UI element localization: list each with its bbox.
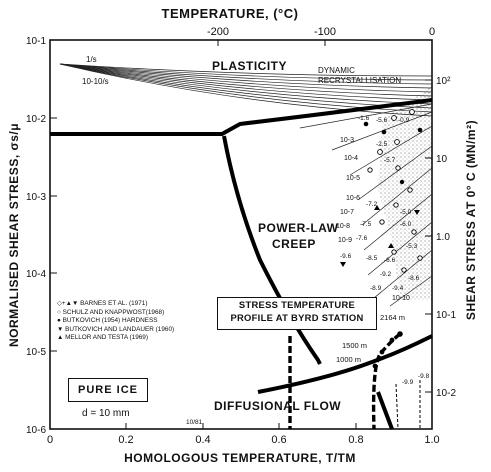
data-value: -7.2: [366, 201, 378, 208]
left-ticks: [50, 39, 57, 430]
boundary-bottom: [376, 391, 394, 430]
contour-label: 10-7: [340, 209, 354, 216]
legend-item: ◇+▲▼ BARNES ET AL. (1971): [57, 300, 148, 307]
left-tick-label: 10-3: [26, 192, 46, 203]
byrd-profile-title-2: PROFILE AT BYRD STATION: [230, 312, 364, 323]
plot-frame: [49, 39, 433, 430]
filled-markers: [340, 121, 423, 267]
data-value: -5.0: [400, 209, 412, 216]
right-tick-label: 10-1: [436, 310, 456, 321]
contour-label: 10-4: [344, 155, 358, 162]
data-value: -8.6: [408, 275, 420, 282]
right-tick-label: 10²: [436, 76, 451, 87]
contour-label: 10-3: [340, 137, 354, 144]
data-markers: [367, 109, 423, 273]
top-tick-label: 0: [429, 26, 435, 38]
region-power-law: POWER-LAW: [258, 221, 339, 235]
strain-rate-label: 1/s: [86, 55, 97, 64]
contour-label: 10-6: [346, 195, 360, 202]
legend-item: ▼ BUTKOVICH AND LANDAUER (1960): [57, 325, 175, 333]
legend-item: ● BUTKOVICH (1954) HARDNESS: [57, 317, 158, 325]
data-value: -8.5: [366, 255, 378, 262]
region-creep: CREEP: [272, 237, 316, 251]
data-value: -7.6: [356, 235, 368, 242]
left-tick-label: 10-4: [26, 269, 46, 280]
byrd-profile: [288, 332, 402, 430]
footnote: 10/81: [186, 419, 203, 426]
left-tick-label: 10-2: [26, 114, 46, 125]
contour-label: 10-8: [336, 223, 350, 230]
region-recrystallisation: RECRYSTALLISATION: [318, 76, 401, 85]
right-tick-label: 10: [436, 154, 448, 165]
byrd-markers: [372, 331, 403, 369]
byrd-profile-title-1: STRESS TEMPERATURE: [238, 299, 356, 310]
bottom-ticks: [125, 423, 357, 429]
bottom-tick-label: 0.2: [118, 434, 133, 446]
right-axis-title: SHEAR STRESS AT 0° C (MN/m²): [464, 120, 478, 320]
region-recrystallisation: DYNAMIC: [318, 66, 355, 75]
top-tick-label: -200: [207, 26, 229, 38]
left-tick-label: 10-1: [26, 36, 46, 47]
data-value: -8.9: [370, 285, 382, 292]
data-value: -5.3: [406, 243, 418, 250]
contour-label: 10-9: [338, 237, 352, 244]
data-value: -9.2: [380, 271, 392, 278]
top-axis-title: TEMPERATURE, (°C): [162, 6, 299, 21]
depth-label: 1500 m: [342, 341, 367, 350]
region-diffusional-flow: DIFFUSIONAL FLOW: [214, 399, 341, 413]
right-tick-label: 10-2: [436, 388, 456, 399]
data-value: -7.5: [360, 221, 372, 228]
byrd-profile-label: STRESS TEMPERATURE PROFILE AT BYRD STATI…: [217, 297, 377, 330]
depth-label: 2164 m: [380, 313, 405, 322]
top-ticks: [217, 40, 326, 46]
data-value: -9.6: [340, 253, 352, 260]
data-value: -0.9: [398, 117, 410, 124]
data-value: -5.7: [384, 157, 396, 164]
bottom-tick-label: 0.4: [195, 434, 210, 446]
legend-item: ○ SCHULZ AND KNAPPWOST(1968): [57, 308, 165, 316]
boundary-powerlaw-diffusional: [222, 135, 322, 365]
left-tick-label: 10-5: [26, 347, 46, 358]
contour-label: 10-10: [392, 295, 410, 302]
boundary-plasticity: [50, 98, 433, 136]
stippled-region: [378, 86, 432, 300]
data-value: -9.8: [418, 373, 430, 380]
right-tick-label: 1.0: [436, 232, 450, 243]
strain-rate-label: 10-10/s: [82, 77, 109, 86]
legend-item: ▲ MELLOR AND TESTA (1969): [57, 334, 148, 342]
bottom-tick-label: 0.8: [348, 434, 363, 446]
bottom-axis-title: HOMOLOGOUS TEMPERATURE, T/TM: [124, 451, 356, 465]
byrd-profile-2: [395, 380, 421, 430]
data-value: -2.5: [376, 141, 388, 148]
left-axis-title: NORMALISED SHEAR STRESS, σs/μ: [7, 123, 21, 347]
bottom-tick-label: 0: [47, 434, 53, 446]
data-value: -9.4: [392, 285, 404, 292]
data-value: -6.6: [384, 257, 396, 264]
grain-size-label: d = 10 mm: [82, 408, 130, 419]
strain-rate-contours: [59, 63, 433, 117]
legend: ◇+▲▼ BARNES ET AL. (1971) ○ SCHULZ AND K…: [57, 300, 175, 372]
left-tick-label: 10-6: [26, 425, 46, 436]
data-value: -6.0: [400, 221, 412, 228]
region-plasticity: PLASTICITY: [212, 59, 287, 73]
bottom-tick-label: 0.6: [271, 434, 286, 446]
data-value: -1.6: [358, 115, 370, 122]
material-label: PURE ICE: [68, 378, 148, 402]
boundary-lower: [257, 334, 433, 394]
bottom-tick-label: 1.0: [424, 434, 439, 446]
field-boundaries: [50, 98, 433, 430]
contour-label: 10-5: [346, 175, 360, 182]
data-value: -5.6: [376, 117, 388, 124]
top-tick-label: -100: [314, 26, 336, 38]
depth-label: 1000 m: [336, 355, 361, 364]
data-value: -9.9: [402, 379, 414, 386]
